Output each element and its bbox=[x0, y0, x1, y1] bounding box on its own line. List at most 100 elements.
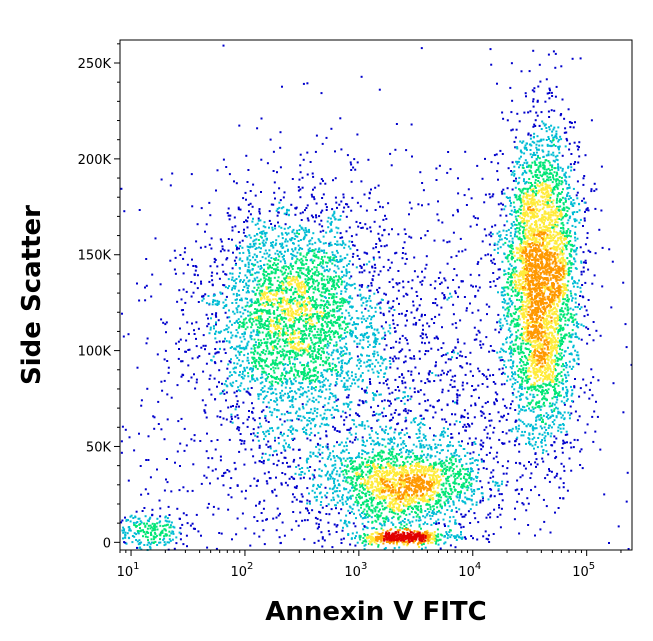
data-point bbox=[545, 78, 548, 81]
data-point bbox=[441, 459, 444, 462]
data-point bbox=[510, 129, 513, 132]
data-point bbox=[383, 523, 386, 526]
data-point bbox=[385, 379, 387, 382]
data-point bbox=[502, 188, 505, 191]
data-point bbox=[467, 442, 469, 445]
data-point bbox=[291, 500, 294, 503]
data-point bbox=[367, 309, 370, 312]
data-point bbox=[259, 251, 262, 253]
data-point bbox=[225, 295, 228, 298]
data-point bbox=[365, 391, 368, 394]
data-point bbox=[588, 388, 591, 391]
data-point bbox=[372, 371, 375, 374]
data-point bbox=[305, 403, 308, 406]
data-point bbox=[309, 250, 312, 252]
data-point bbox=[317, 539, 320, 542]
data-point bbox=[467, 467, 470, 470]
data-point bbox=[580, 323, 583, 326]
data-point bbox=[179, 338, 182, 341]
data-point bbox=[540, 445, 543, 448]
data-point bbox=[222, 417, 225, 420]
data-point bbox=[315, 499, 318, 502]
data-point bbox=[168, 520, 171, 523]
data-point bbox=[388, 442, 391, 445]
data-point bbox=[364, 389, 367, 392]
data-point bbox=[256, 276, 259, 279]
data-point bbox=[441, 449, 444, 451]
data-point bbox=[396, 445, 399, 448]
data-point bbox=[219, 347, 221, 350]
data-point bbox=[384, 334, 387, 337]
data-point bbox=[129, 520, 132, 523]
data-point bbox=[153, 416, 156, 419]
data-point bbox=[221, 263, 224, 266]
data-point bbox=[527, 442, 530, 445]
data-point bbox=[447, 534, 450, 537]
data-point bbox=[529, 149, 532, 151]
data-point bbox=[304, 233, 307, 236]
data-point bbox=[500, 372, 503, 375]
data-point bbox=[371, 392, 374, 394]
data-point bbox=[278, 206, 281, 209]
data-point bbox=[519, 386, 522, 389]
data-point bbox=[371, 527, 374, 530]
data-point bbox=[298, 178, 301, 181]
data-point bbox=[545, 412, 548, 415]
data-point bbox=[568, 175, 571, 178]
data-point bbox=[316, 517, 319, 520]
data-point bbox=[296, 267, 299, 270]
data-point bbox=[425, 444, 428, 447]
data-point bbox=[469, 225, 472, 228]
data-point bbox=[204, 348, 206, 351]
data-point bbox=[512, 179, 515, 182]
data-point bbox=[241, 377, 244, 380]
data-point bbox=[166, 481, 169, 484]
data-point bbox=[334, 459, 337, 462]
data-point bbox=[544, 439, 546, 442]
data-point bbox=[391, 438, 393, 441]
data-point bbox=[408, 436, 411, 439]
data-point bbox=[424, 382, 427, 384]
data-point bbox=[505, 338, 507, 341]
data-point bbox=[452, 500, 455, 503]
data-point bbox=[279, 131, 282, 134]
data-point bbox=[350, 457, 353, 460]
data-point bbox=[516, 430, 519, 433]
data-point bbox=[510, 202, 512, 205]
data-point bbox=[315, 522, 318, 525]
data-point bbox=[258, 331, 261, 334]
data-point bbox=[349, 295, 352, 298]
data-point bbox=[286, 396, 289, 399]
data-point bbox=[338, 361, 341, 364]
data-point bbox=[383, 348, 386, 351]
data-point bbox=[135, 533, 138, 536]
data-point bbox=[269, 445, 272, 448]
data-point bbox=[547, 427, 550, 429]
data-point bbox=[396, 423, 399, 426]
data-point bbox=[334, 177, 337, 180]
data-point bbox=[249, 246, 251, 249]
data-point bbox=[485, 234, 488, 237]
data-point bbox=[195, 378, 198, 381]
data-point bbox=[518, 450, 521, 453]
data-point bbox=[385, 321, 387, 324]
data-point bbox=[408, 521, 411, 524]
data-point bbox=[237, 429, 240, 432]
data-point bbox=[242, 401, 245, 404]
data-point bbox=[324, 242, 327, 245]
data-point bbox=[330, 244, 333, 247]
data-point bbox=[593, 189, 596, 192]
data-point bbox=[145, 459, 148, 461]
data-point bbox=[470, 478, 473, 481]
data-point bbox=[321, 536, 324, 539]
data-point bbox=[280, 399, 283, 402]
data-point bbox=[413, 270, 416, 273]
data-point bbox=[503, 364, 506, 367]
data-point bbox=[403, 442, 406, 445]
data-point bbox=[209, 374, 212, 377]
data-point bbox=[564, 433, 567, 436]
data-point bbox=[416, 437, 419, 439]
data-point bbox=[245, 282, 248, 285]
data-point bbox=[313, 249, 316, 252]
data-point bbox=[383, 372, 386, 375]
